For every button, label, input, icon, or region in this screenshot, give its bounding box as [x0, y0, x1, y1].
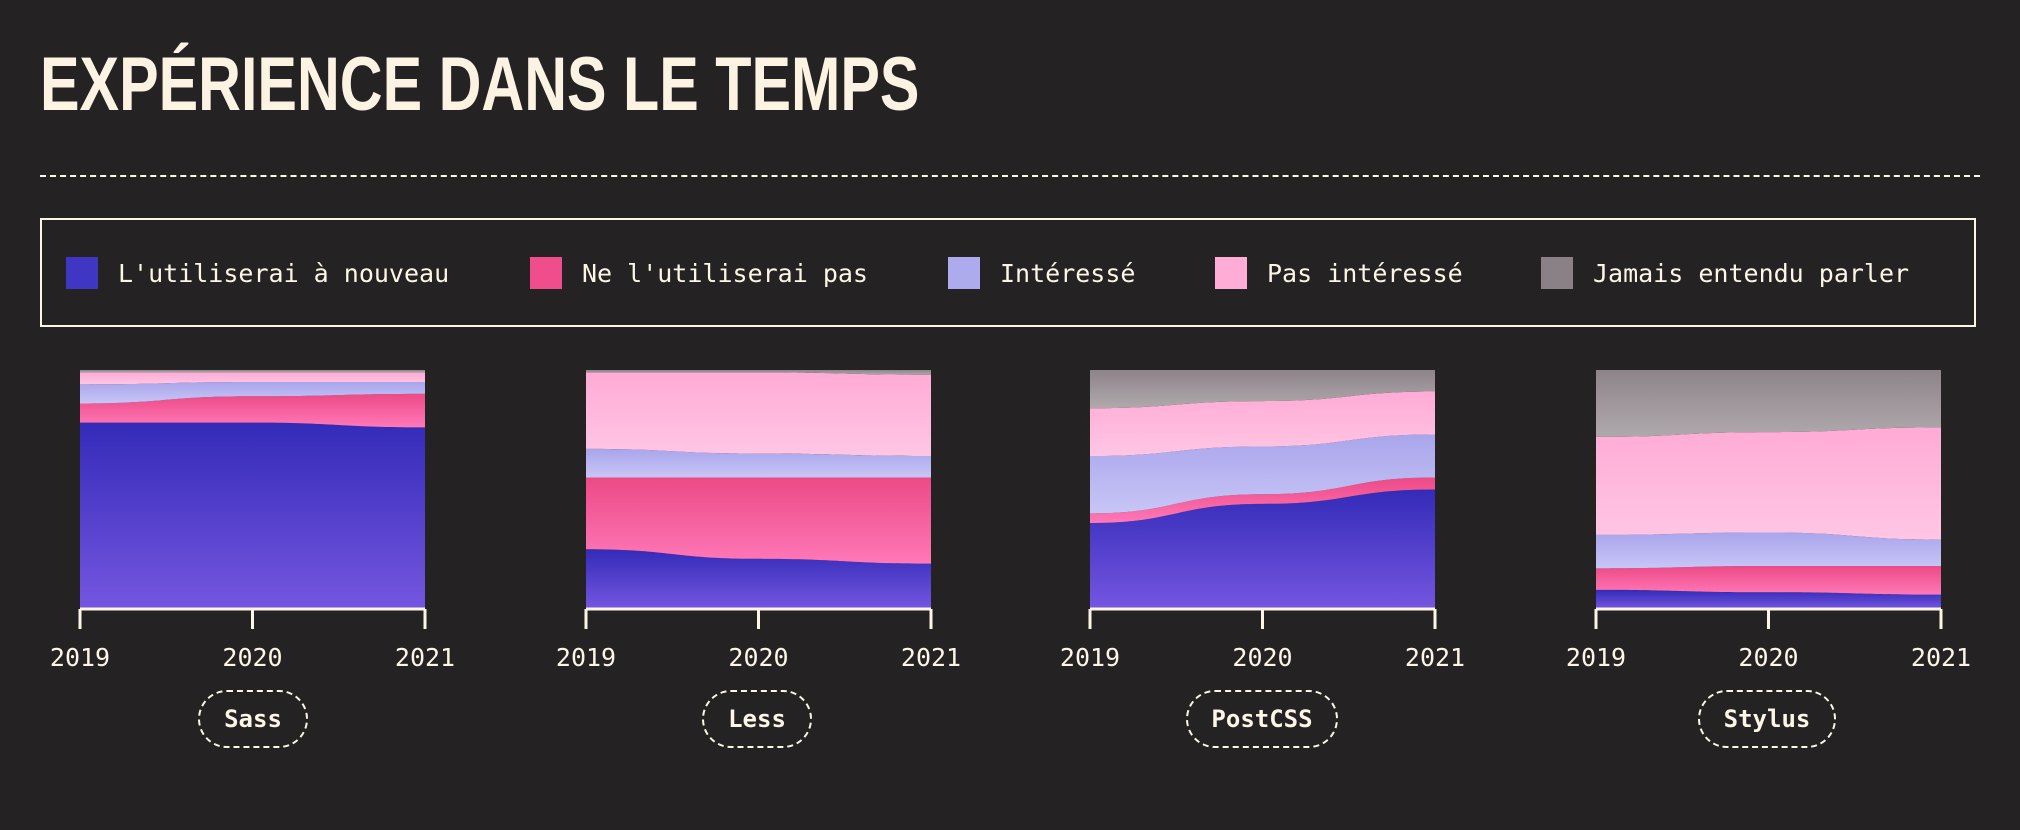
x-tick-label: 2021	[1911, 643, 1971, 672]
x-tick-label: 2019	[1060, 643, 1120, 672]
area-chart-sass: 2019 2020 2021	[50, 370, 455, 672]
area-stylus-never-heard[interactable]	[1596, 370, 1941, 437]
legend-item-never-heard[interactable]: Jamais entendu parler	[1541, 256, 1909, 290]
chart-label-sass[interactable]: Sass	[198, 690, 308, 748]
x-tick-label: 2019	[556, 643, 616, 672]
legend-item-interested[interactable]: Intéressé	[948, 256, 1135, 290]
legend-item-not-interested[interactable]: Pas intéressé	[1215, 256, 1463, 290]
page-title: EXPÉRIENCE DANS LE TEMPS	[40, 42, 920, 127]
area-stylus-interested[interactable]	[1596, 532, 1941, 569]
area-postcss-interested[interactable]	[1090, 434, 1435, 514]
area-sass-interested[interactable]	[80, 381, 425, 404]
x-tick-label: 2021	[1405, 643, 1465, 672]
area-less-no-reuse[interactable]	[586, 477, 931, 564]
legend-label-not-interested: Pas intéressé	[1267, 258, 1463, 288]
area-less-reuse[interactable]	[586, 549, 931, 609]
area-less-not-interested[interactable]	[586, 372, 931, 457]
area-chart-postcss: 2019 2020 2021	[1060, 370, 1465, 672]
area-stylus-reuse[interactable]	[1596, 589, 1941, 609]
area-postcss-reuse[interactable]	[1090, 489, 1435, 610]
legend-swatch-interested	[948, 257, 980, 289]
legend-label-interested: Intéressé	[1000, 258, 1136, 288]
area-stylus-no-reuse[interactable]	[1596, 565, 1941, 595]
legend-label-reuse: L'utiliserai à nouveau	[118, 258, 450, 288]
area-postcss-no-reuse[interactable]	[1090, 477, 1435, 523]
x-tick-label: 2021	[395, 643, 455, 672]
area-chart-less: 2019 2020 2021	[556, 370, 961, 672]
chart-label-stylus[interactable]: Stylus	[1698, 690, 1836, 748]
area-postcss-never-heard[interactable]	[1090, 370, 1435, 409]
legend: L'utiliserai à nouveau Ne l'utiliserai p…	[40, 218, 1976, 327]
legend-label-never-heard: Jamais entendu parler	[1593, 258, 1910, 288]
x-tick-label: 2020	[728, 643, 788, 672]
legend-swatch-never-heard	[1541, 257, 1573, 289]
area-chart-stylus: 2019 2020 2021	[1566, 370, 1971, 672]
area-sass-no-reuse[interactable]	[80, 393, 425, 428]
legend-label-no-reuse: Ne l'utiliserai pas	[582, 258, 868, 288]
area-less-never-heard[interactable]	[586, 370, 931, 375]
legend-item-no-reuse[interactable]: Ne l'utiliserai pas	[530, 256, 868, 290]
x-tick-label: 2020	[1232, 643, 1292, 672]
area-sass-never-heard[interactable]	[80, 370, 425, 373]
x-tick-label: 2020	[1738, 643, 1798, 672]
chart-label-postcss[interactable]: PostCSS	[1186, 690, 1338, 748]
x-tick-label: 2021	[901, 643, 961, 672]
x-tick-label: 2019	[1566, 643, 1626, 672]
area-stylus-not-interested[interactable]	[1596, 427, 1941, 540]
area-less-interested[interactable]	[586, 448, 931, 478]
chart-label-less[interactable]: Less	[702, 690, 812, 748]
legend-swatch-reuse	[66, 257, 98, 289]
x-tick-label: 2020	[222, 643, 282, 672]
area-sass-not-interested[interactable]	[80, 372, 425, 385]
x-tick-label: 2019	[50, 643, 110, 672]
legend-swatch-not-interested	[1215, 257, 1247, 289]
legend-swatch-no-reuse	[530, 257, 562, 289]
area-sass-reuse[interactable]	[80, 422, 425, 609]
legend-item-reuse[interactable]: L'utiliserai à nouveau	[66, 256, 449, 290]
area-postcss-not-interested[interactable]	[1090, 391, 1435, 457]
title-divider	[40, 175, 1980, 177]
